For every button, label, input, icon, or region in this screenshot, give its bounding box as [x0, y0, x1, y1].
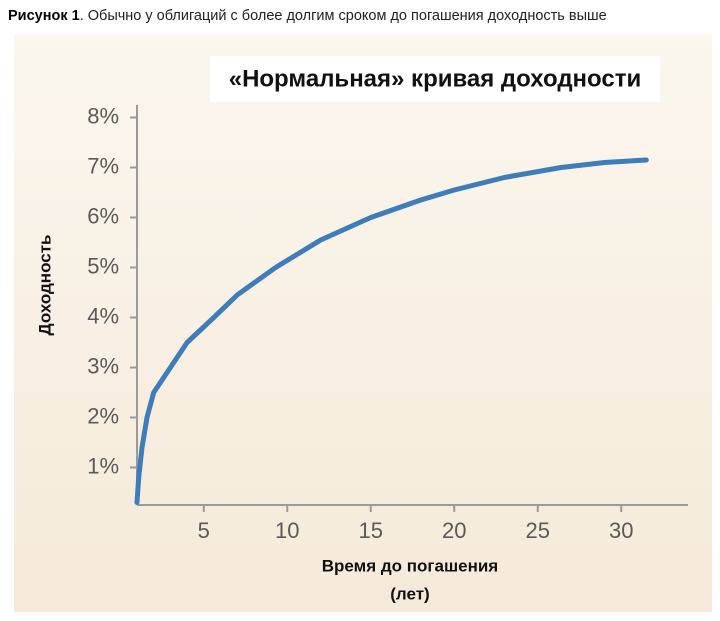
x-tick-label: 15	[359, 518, 383, 543]
y-tick-label: 4%	[87, 303, 119, 328]
x-axis-label: (лет)	[390, 584, 429, 603]
x-tick-label: 5	[198, 518, 210, 543]
x-tick-label: 30	[609, 518, 633, 543]
line-series	[134, 157, 649, 505]
y-tick-label: 2%	[87, 403, 119, 428]
x-tick-label: 25	[525, 518, 549, 543]
y-tick-label: 8%	[87, 103, 119, 128]
x-tick-label: 20	[442, 518, 466, 543]
figure-label: Рисунок 1	[8, 8, 80, 24]
x-axis-label: Время до погашения	[322, 556, 498, 575]
panel	[14, 34, 712, 612]
caption-text: . Обычно у облигаций с более долгим срок…	[80, 8, 607, 24]
title-box	[210, 56, 660, 102]
y-tick-label: 6%	[87, 203, 119, 228]
chart-title: «Нормальная» кривая доходности	[229, 65, 642, 92]
y-tick-label: 5%	[87, 253, 119, 278]
caption: Рисунок 1. Обычно у облигаций с более до…	[8, 8, 607, 24]
x-tick-label: 10	[275, 518, 299, 543]
y-axis-label: Доходность	[35, 235, 54, 336]
y-tick-label: 7%	[87, 153, 119, 178]
y-tick-label: 1%	[87, 453, 119, 478]
y-tick-label: 3%	[87, 353, 119, 378]
